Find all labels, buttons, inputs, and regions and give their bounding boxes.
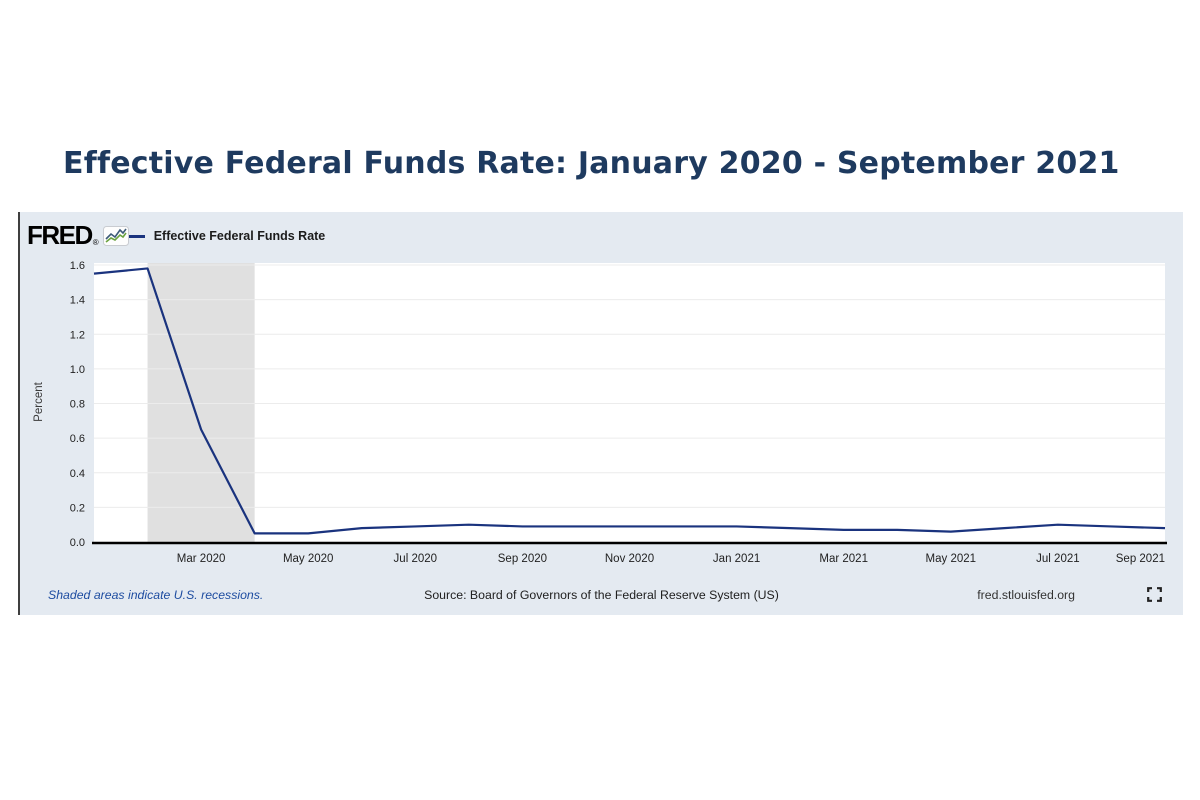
registered-mark: ® xyxy=(92,237,99,247)
svg-text:Jul 2021: Jul 2021 xyxy=(1036,553,1079,565)
legend-series-label[interactable]: Effective Federal Funds Rate xyxy=(153,229,326,243)
page-title: Effective Federal Funds Rate: January 20… xyxy=(63,146,1120,181)
svg-text:0.2: 0.2 xyxy=(70,502,85,514)
recession-note: Shaded areas indicate U.S. recessions. xyxy=(48,588,264,602)
svg-text:0.4: 0.4 xyxy=(70,468,85,480)
fred-chart-card: FRED ® Effective Federal Funds Rate Perc… xyxy=(18,212,1183,615)
svg-text:1.2: 1.2 xyxy=(70,329,85,341)
svg-text:0.8: 0.8 xyxy=(70,399,85,411)
svg-text:Mar 2021: Mar 2021 xyxy=(819,553,868,565)
svg-text:Sep 2020: Sep 2020 xyxy=(498,553,547,565)
svg-text:Nov 2020: Nov 2020 xyxy=(605,553,654,565)
chart-footer: Shaded areas indicate U.S. recessions. S… xyxy=(20,582,1183,610)
svg-text:May 2021: May 2021 xyxy=(926,553,977,565)
fred-sparkline-icon xyxy=(102,225,129,251)
svg-text:1.0: 1.0 xyxy=(70,364,85,376)
legend-line-swatch-icon xyxy=(128,234,145,238)
svg-text:May 2020: May 2020 xyxy=(283,553,334,565)
chart-header: FRED ® Effective Federal Funds Rate xyxy=(27,221,325,251)
fred-logo[interactable]: FRED ® xyxy=(27,222,129,251)
fred-logo-text: FRED xyxy=(27,219,93,250)
svg-text:Jan 2021: Jan 2021 xyxy=(713,553,760,565)
svg-text:Jul 2020: Jul 2020 xyxy=(394,553,437,565)
svg-text:1.4: 1.4 xyxy=(70,295,85,307)
source-text: Source: Board of Governors of the Federa… xyxy=(424,588,779,602)
fred-link[interactable]: fred.stlouisfed.org xyxy=(977,588,1075,602)
svg-text:Sep 2021: Sep 2021 xyxy=(1116,553,1165,565)
fullscreen-icon[interactable] xyxy=(1147,587,1162,602)
svg-text:0.6: 0.6 xyxy=(70,433,85,445)
svg-text:Mar 2020: Mar 2020 xyxy=(177,553,226,565)
chart-plot[interactable]: 0.0 0.2 0.4 0.6 0.8 1.0 1.2 1.4 1.6 Mar 2020 May 2… xyxy=(20,258,1185,578)
svg-text:1.6: 1.6 xyxy=(70,260,85,272)
svg-text:0.0: 0.0 xyxy=(70,537,85,549)
